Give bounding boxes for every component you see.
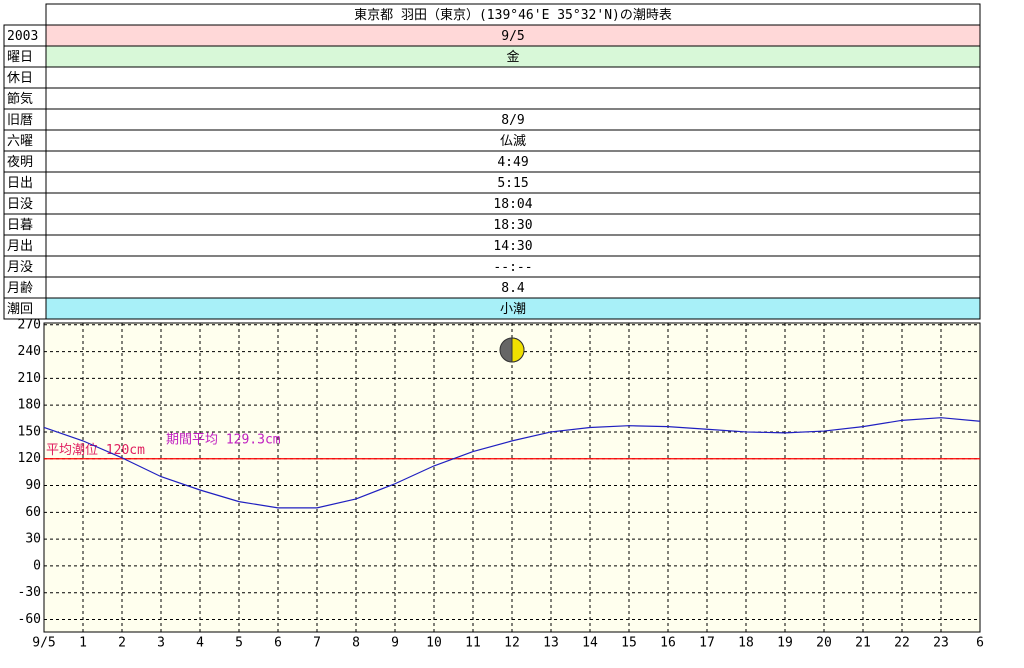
- y-tick-label: 120: [18, 451, 41, 466]
- row-value: 8.4: [501, 281, 525, 296]
- y-tick-label: -30: [18, 585, 41, 600]
- row-value: 8/9: [501, 113, 524, 128]
- x-tick-label: 2: [118, 636, 126, 651]
- row-value: 14:30: [493, 239, 532, 254]
- row-value: 金: [506, 49, 519, 65]
- row-label: 月出: [7, 239, 33, 254]
- row-label: 月没: [7, 260, 33, 275]
- x-tick-label: 18: [738, 636, 754, 651]
- x-tick-label: 12: [504, 636, 520, 651]
- plot-area: [43, 322, 981, 633]
- x-tick-label: 19: [777, 636, 793, 651]
- y-tick-label: 270: [18, 317, 41, 332]
- x-tick-label: 4: [196, 636, 204, 651]
- table-title: 東京都 羽田（東京）(139°46'E 35°32'N)の潮時表: [354, 7, 672, 23]
- x-tick-label: 7: [313, 636, 321, 651]
- x-tick-label: 1: [79, 636, 87, 651]
- x-tick-label: 23: [933, 636, 949, 651]
- row-value: --:--: [493, 260, 532, 275]
- x-tick-label: 11: [465, 636, 481, 651]
- row-label: 休日: [7, 71, 33, 86]
- x-tick-label: 16: [660, 636, 676, 651]
- y-tick-label: 30: [25, 532, 41, 547]
- x-tick-label: 20: [816, 636, 832, 651]
- x-tick-label: 10: [426, 636, 442, 651]
- y-tick-label: 0: [33, 558, 41, 573]
- table-cell: [45, 66, 981, 89]
- row-label: 節気: [7, 91, 33, 107]
- y-tick-label: 240: [18, 344, 41, 359]
- row-label: 六曜: [7, 134, 33, 149]
- x-tick-label: 15: [621, 636, 637, 651]
- row-value: 9/5: [501, 29, 524, 44]
- row-label: 夜明: [7, 155, 33, 170]
- row-value: 18:30: [493, 218, 532, 233]
- row-label: 旧暦: [7, 113, 33, 128]
- mean-label: 平均潮位 120cm: [46, 443, 145, 458]
- row-label: 日出: [7, 176, 33, 191]
- y-tick-label: 210: [18, 371, 41, 386]
- x-tick-label: 9/5: [32, 636, 55, 651]
- tide-curve: [43, 417, 981, 509]
- y-tick-label: 150: [18, 424, 41, 439]
- row-value: 小潮: [500, 302, 526, 317]
- x-tick-label: 22: [894, 636, 910, 651]
- y-tick-label: 60: [25, 505, 41, 520]
- x-tick-label: 9: [391, 636, 399, 651]
- x-tick-label: 14: [582, 636, 598, 651]
- row-value: 4:49: [497, 155, 528, 170]
- y-tick-label: -60: [18, 612, 41, 627]
- x-tick-label: 3: [157, 636, 165, 651]
- table-cell: [45, 297, 981, 320]
- table-cell: [45, 87, 981, 110]
- x-tick-label: 17: [699, 636, 715, 651]
- moon-light: [511, 337, 525, 363]
- row-value: 仏滅: [500, 134, 526, 149]
- x-tick-label: 6: [976, 636, 984, 651]
- row-label: 日没: [7, 197, 33, 212]
- y-tick-label: 90: [25, 478, 41, 493]
- x-tick-label: 5: [235, 636, 243, 651]
- row-label: 2003: [7, 29, 38, 44]
- x-tick-label: 13: [543, 636, 559, 651]
- row-label: 月齢: [7, 281, 33, 296]
- row-value: 5:15: [497, 176, 528, 191]
- row-label: 曜日: [7, 50, 33, 65]
- period-mean-label: 期間平均 129.3cm: [166, 433, 281, 448]
- y-tick-label: 180: [18, 398, 41, 413]
- row-label: 潮回: [7, 302, 33, 317]
- x-tick-label: 8: [352, 636, 360, 651]
- x-tick-label: 21: [855, 636, 871, 651]
- row-value: 18:04: [493, 197, 532, 212]
- row-label: 日暮: [7, 218, 33, 233]
- x-tick-label: 6: [274, 636, 282, 651]
